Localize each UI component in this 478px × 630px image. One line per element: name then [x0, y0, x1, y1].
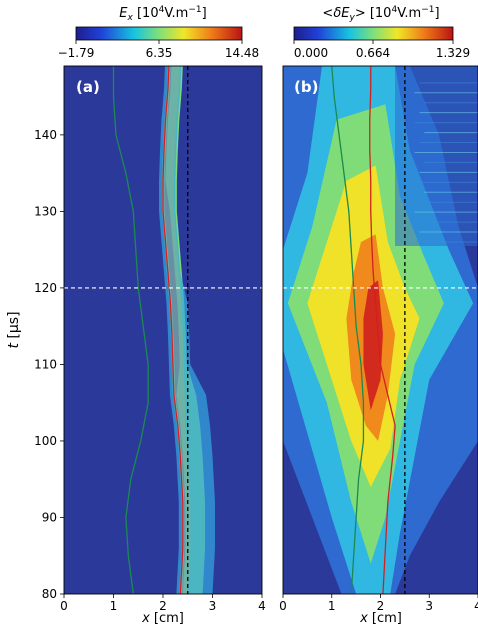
panel-a-ytick-label: 90 [42, 510, 57, 524]
panel-a-xtick-label: 2 [159, 599, 167, 613]
panel-b-xtick-label: 3 [425, 599, 433, 613]
panel-a-xtick-label: 3 [209, 599, 217, 613]
colorbar-a: Ex [104V.m−1] −1.79 6.35 14.48 [58, 5, 260, 60]
panel-a-xtick-label: 0 [60, 599, 68, 613]
panel-a-xtick-label: 1 [110, 599, 118, 613]
colorbar-b-gradient [293, 26, 454, 41]
colorbar-a-tick: 14.48 [225, 46, 259, 60]
panel-b-xtick-label: 2 [377, 599, 385, 613]
panel-a-front-curve [162, 66, 184, 594]
panel-a-xlabel: x [cm] [141, 611, 184, 626]
panel-a-label: (a) [76, 78, 100, 96]
panel-a-ytick-label: 100 [34, 434, 57, 448]
panel-a-ytick-label: 110 [34, 357, 57, 371]
colorbar-a-tick: 6.35 [146, 46, 173, 60]
panel-b-front-curve [369, 66, 396, 594]
panel-b-xtick-label: 4 [474, 599, 478, 613]
panel-b-xlabel: x [cm] [359, 611, 402, 626]
colorbar-b-tick: 0.664 [356, 46, 390, 60]
colorbar-a-gradient [75, 26, 243, 41]
panel-a-heatmap [64, 66, 262, 594]
colorbar-b-label: <δEy> [104V.m−1] [322, 5, 439, 23]
panel-b-right-streaks [395, 66, 478, 246]
panel-b: (b) 0 1 2 3 4 x [cm] [279, 65, 478, 626]
panel-b-xtick-label: 1 [328, 599, 336, 613]
panel-a-ion-curve [112, 66, 149, 594]
panel-a: (a) 0 1 2 3 4 80 90 100 110 120 130 140 x [cm] t [μ… [6, 65, 266, 626]
colorbar-a-tick: −1.79 [58, 46, 95, 60]
panel-b-label: (b) [294, 78, 318, 96]
panel-a-xtick-label: 4 [258, 599, 266, 613]
panel-b-field-red [363, 280, 383, 411]
panel-a-field-halo [159, 66, 215, 594]
panel-a-ytick-label: 80 [42, 587, 57, 601]
panel-a-ylabel: t [μs] [6, 311, 22, 348]
panel-b-xtick-label: 0 [279, 599, 287, 613]
colorbar-b: <δEy> [104V.m−1] 0.000 0.664 1.329 [293, 5, 470, 60]
panel-a-ytick-label: 120 [34, 281, 57, 295]
panel-a-ytick-label: 140 [34, 128, 57, 142]
colorbar-b-tick: 0.000 [294, 46, 328, 60]
colorbar-b-tick: 1.329 [436, 46, 470, 60]
panel-b-heatmap [283, 66, 478, 594]
colorbar-a-label: Ex [104V.m−1] [119, 5, 206, 23]
panel-b-ion-curve [331, 66, 365, 594]
panel-a-ytick-label: 130 [34, 204, 57, 218]
